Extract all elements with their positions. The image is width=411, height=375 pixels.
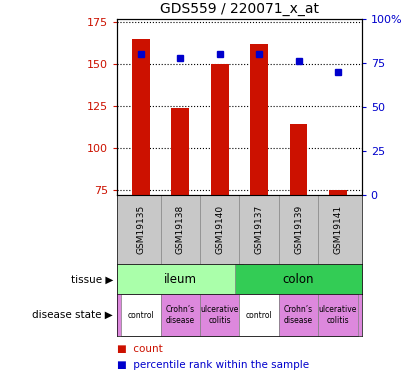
Text: tissue ▶: tissue ▶	[71, 274, 113, 284]
Text: Crohn’s
disease: Crohn’s disease	[284, 305, 313, 325]
Bar	[236, 264, 362, 294]
Bar	[121, 294, 161, 336]
Text: GSM19135: GSM19135	[136, 205, 145, 254]
Text: ulcerative
colitis: ulcerative colitis	[319, 305, 357, 325]
Text: control: control	[246, 310, 272, 320]
Bar	[239, 294, 279, 336]
Text: GSM19141: GSM19141	[333, 205, 342, 254]
Text: GSM19138: GSM19138	[176, 205, 185, 254]
Text: GSM19139: GSM19139	[294, 205, 303, 254]
Bar	[279, 294, 318, 336]
Text: ulcerative
colitis: ulcerative colitis	[201, 305, 239, 325]
Bar	[250, 44, 268, 195]
Text: colon: colon	[283, 273, 314, 286]
Text: control: control	[127, 310, 154, 320]
Bar	[329, 190, 347, 195]
Text: ■  percentile rank within the sample: ■ percentile rank within the sample	[117, 360, 309, 370]
Text: Crohn’s
disease: Crohn’s disease	[166, 305, 195, 325]
Bar	[290, 124, 307, 195]
Bar	[211, 64, 229, 195]
Bar	[132, 39, 150, 195]
Bar	[318, 294, 358, 336]
Bar	[200, 294, 239, 336]
Title: GDS559 / 220071_x_at: GDS559 / 220071_x_at	[160, 2, 319, 16]
Text: ■  count: ■ count	[117, 344, 163, 354]
Text: ileum: ileum	[164, 273, 197, 286]
Bar	[171, 108, 189, 195]
Bar	[117, 264, 243, 294]
Text: GSM19137: GSM19137	[255, 205, 263, 254]
Text: disease state ▶: disease state ▶	[32, 310, 113, 320]
Bar	[161, 294, 200, 336]
Text: GSM19140: GSM19140	[215, 205, 224, 254]
